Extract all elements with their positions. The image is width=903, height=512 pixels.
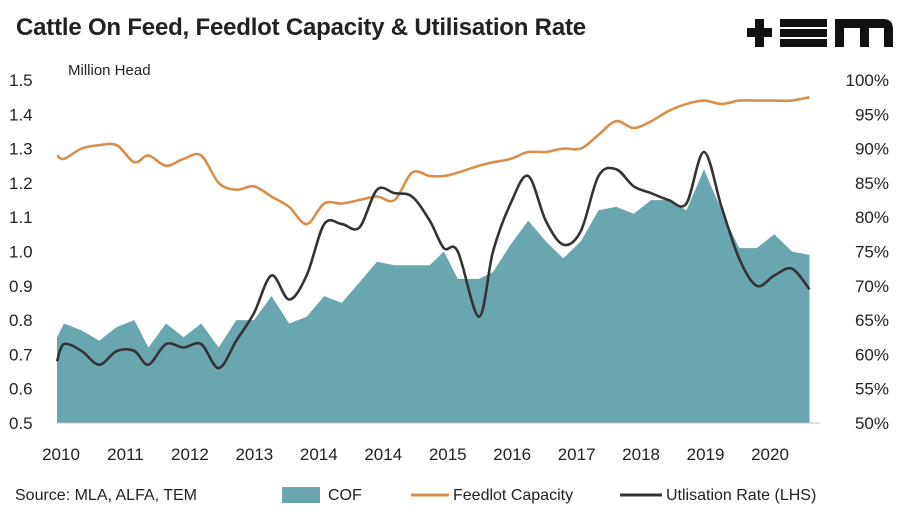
- left-tick-label: 1.2: [9, 174, 33, 193]
- x-tick-label: 2014: [300, 445, 338, 464]
- left-tick-label: 1.0: [9, 243, 33, 262]
- x-tick-label: 2018: [622, 445, 660, 464]
- chart-title: Cattle On Feed, Feedlot Capacity & Utili…: [16, 14, 586, 41]
- left-tick-label: 0.5: [9, 414, 33, 433]
- left-tick-label: 1.1: [9, 208, 33, 227]
- legend-utilisation-label: Utlisation Rate (LHS): [666, 487, 816, 504]
- x-tick-label: 2014: [364, 445, 402, 464]
- x-tick-label: 2013: [235, 445, 273, 464]
- legend-cof-swatch: [282, 487, 320, 503]
- right-tick-label: 100%: [846, 71, 889, 90]
- right-tick-label: 80%: [855, 208, 889, 227]
- x-tick-label: 2020: [751, 445, 789, 464]
- cof-area: [57, 169, 810, 423]
- x-tick-label: 2017: [558, 445, 596, 464]
- unit-label: Million Head: [68, 62, 151, 79]
- cof-area-layer: [57, 169, 810, 423]
- x-tick-label: 2015: [429, 445, 467, 464]
- x-tick-label: 2016: [493, 445, 531, 464]
- feedlot-capacity-line: [56, 95, 810, 226]
- x-tick-label: 2019: [687, 445, 725, 464]
- x-tick-label: 2012: [171, 445, 209, 464]
- right-tick-label: 75%: [855, 243, 889, 262]
- x-tick-label: 2010: [42, 445, 80, 464]
- right-tick-label: 60%: [855, 345, 889, 364]
- right-tick-label: 95%: [855, 105, 889, 124]
- left-tick-label: 1.4: [9, 105, 33, 124]
- tem-logo: [747, 19, 893, 47]
- right-tick-label: 50%: [855, 414, 889, 433]
- left-axis: 0.5 0.6 0.7 0.8 0.9 1.0 1.1 1.2 1.3 1.4 1.5: [9, 71, 33, 433]
- legend-cof-label: COF: [328, 487, 362, 504]
- left-tick-label: 1.3: [9, 140, 33, 159]
- source-note: Source: MLA, ALFA, TEM: [15, 487, 197, 504]
- left-tick-label: 0.8: [9, 311, 33, 330]
- x-tick-label: 2011: [107, 445, 144, 464]
- right-tick-label: 55%: [855, 380, 889, 399]
- line-layer: [55, 95, 811, 370]
- x-axis: 2010 2011 2012 2013 2014 2014 2015 2016 2017 2018…: [42, 445, 789, 464]
- right-tick-label: 65%: [855, 311, 889, 330]
- left-tick-label: 0.9: [9, 277, 33, 296]
- left-tick-label: 0.6: [9, 380, 33, 399]
- legend-capacity-label: Feedlot Capacity: [453, 487, 573, 504]
- left-tick-label: 0.7: [9, 345, 33, 364]
- right-tick-label: 90%: [855, 140, 889, 159]
- right-axis: 50% 55% 60% 65% 70% 75% 80% 85% 90% 95% 100%: [846, 71, 889, 433]
- legend: COF Feedlot Capacity Utlisation Rate (LH…: [282, 487, 816, 504]
- left-tick-label: 1.5: [9, 71, 33, 90]
- right-tick-label: 85%: [855, 174, 889, 193]
- utilisation-rate-line: [55, 150, 811, 370]
- right-tick-label: 70%: [855, 277, 889, 296]
